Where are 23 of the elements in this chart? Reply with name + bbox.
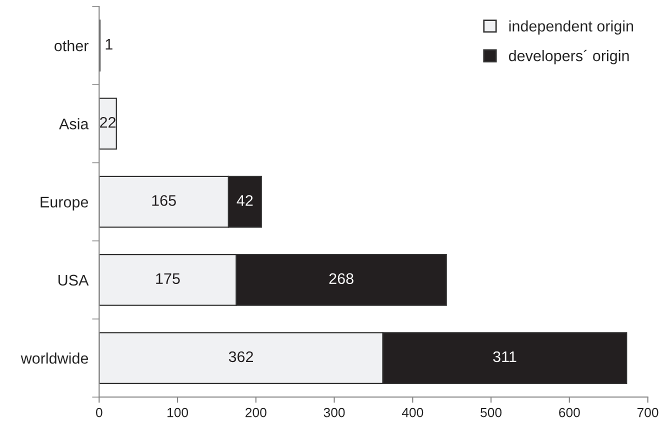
y-tick-label: USA (58, 274, 89, 286)
x-tick-label: 600 (559, 408, 580, 418)
data-label: 22 (100, 116, 116, 128)
data-label: 42 (236, 195, 253, 206)
y-tick-label: other (54, 40, 88, 52)
y-tick-label: worldwide (20, 352, 88, 364)
data-label: 165 (152, 195, 176, 206)
data-label: 311 (493, 351, 516, 362)
data-label: 1 (106, 39, 112, 50)
legend-label: developers´ origin (508, 50, 629, 64)
data-label: 175 (156, 273, 180, 284)
x-tick-label: 700 (637, 408, 658, 418)
data-label: 362 (228, 351, 253, 362)
x-tick-label: 0 (96, 408, 102, 418)
legend-label: independent origin (509, 20, 634, 35)
x-tick-label: 300 (324, 408, 345, 418)
x-tick-label: 100 (168, 408, 188, 418)
x-tick-label: 200 (246, 408, 266, 418)
y-tick-label: Asia (59, 118, 89, 130)
x-tick-label: 500 (480, 408, 502, 418)
y-tick-label: Europe (40, 196, 88, 211)
x-tick-label: 400 (402, 408, 424, 418)
data-label: 268 (329, 273, 354, 284)
